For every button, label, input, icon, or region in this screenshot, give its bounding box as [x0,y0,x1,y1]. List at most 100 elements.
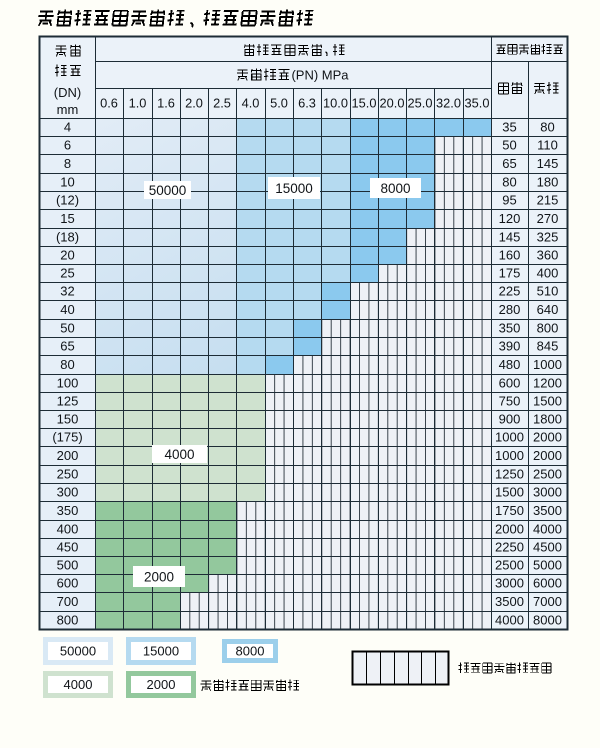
svg-text:150: 150 [57,412,79,427]
svg-text:32: 32 [60,284,74,299]
svg-text:65: 65 [60,339,74,354]
svg-text:250: 250 [57,467,79,482]
svg-text:1.6: 1.6 [157,96,175,111]
svg-text:5000: 5000 [533,558,562,573]
svg-text:640: 640 [537,302,559,317]
svg-text:25.0: 25.0 [408,96,433,111]
svg-text:4: 4 [64,120,71,135]
svg-text:845: 845 [537,339,559,354]
svg-text:350: 350 [499,321,521,336]
svg-text:50000: 50000 [149,183,187,198]
svg-text:4000: 4000 [164,447,194,462]
svg-text:325: 325 [537,230,559,245]
svg-text:100: 100 [57,376,79,391]
svg-text:mm: mm [57,102,79,117]
svg-text:500: 500 [57,558,79,573]
svg-text:145: 145 [537,156,559,171]
svg-text:400: 400 [57,522,79,537]
svg-text:80: 80 [540,120,554,135]
svg-text:125: 125 [57,394,79,409]
svg-text:2000: 2000 [495,522,524,537]
svg-text:(18): (18) [56,230,79,245]
svg-text:510: 510 [537,284,559,299]
svg-text:15000: 15000 [143,644,179,659]
svg-text:2000: 2000 [147,677,176,692]
svg-text:80: 80 [60,357,74,372]
svg-text:4000: 4000 [64,677,93,692]
svg-text:800: 800 [57,613,79,628]
svg-text:800: 800 [537,321,559,336]
svg-text:(175): (175) [52,430,82,445]
svg-text:80: 80 [502,175,516,190]
svg-text:15000: 15000 [275,181,313,196]
svg-text:1800: 1800 [533,412,562,427]
svg-text:6: 6 [64,138,71,153]
svg-text:900: 900 [499,412,521,427]
svg-text:35.0: 35.0 [465,96,490,111]
svg-text:225: 225 [499,284,521,299]
svg-text:1250: 1250 [495,467,524,482]
svg-text:6.3: 6.3 [298,96,316,111]
svg-text:480: 480 [499,357,521,372]
svg-text:450: 450 [57,540,79,555]
svg-text:32.0: 32.0 [436,96,461,111]
svg-text:400: 400 [537,266,559,281]
svg-text:600: 600 [499,376,521,391]
svg-text:2000: 2000 [533,430,562,445]
svg-text:35: 35 [502,120,516,135]
svg-text:4000: 4000 [495,613,524,628]
svg-text:1200: 1200 [533,376,562,391]
svg-text:3500: 3500 [495,594,524,609]
svg-text:1000: 1000 [495,448,524,463]
svg-text:15: 15 [60,211,74,226]
svg-text:300: 300 [57,485,79,500]
svg-text:7000: 7000 [533,594,562,609]
svg-text:10: 10 [60,175,74,190]
svg-text:8000: 8000 [236,644,265,659]
svg-text:3000: 3000 [495,576,524,591]
svg-text:1500: 1500 [495,485,524,500]
svg-text:8000: 8000 [533,613,562,628]
svg-text:200: 200 [57,448,79,463]
svg-text:360: 360 [537,248,559,263]
svg-text:280: 280 [499,302,521,317]
svg-text:2000: 2000 [144,569,174,584]
svg-text:65: 65 [502,156,516,171]
svg-text:110: 110 [537,138,558,153]
svg-text:10.0: 10.0 [323,96,348,111]
svg-text:3000: 3000 [533,485,562,500]
svg-text:5.0: 5.0 [270,96,288,111]
svg-text:1000: 1000 [533,357,562,372]
svg-text:1500: 1500 [533,394,562,409]
svg-text:(PN) MPa: (PN) MPa [291,68,349,83]
svg-text:2000: 2000 [533,448,562,463]
svg-text:(DN): (DN) [54,85,81,100]
svg-text:(12): (12) [56,193,79,208]
svg-text:1000: 1000 [495,430,524,445]
svg-text:2.5: 2.5 [213,96,231,111]
svg-text:4.0: 4.0 [242,96,260,111]
svg-text:95: 95 [502,193,516,208]
svg-text:4000: 4000 [533,522,562,537]
svg-text:0.6: 0.6 [100,96,118,111]
svg-text:180: 180 [537,175,559,190]
svg-text:8: 8 [64,156,71,171]
svg-text:215: 215 [537,193,559,208]
svg-text:3500: 3500 [533,503,562,518]
svg-text:50000: 50000 [60,644,96,659]
svg-text:120: 120 [499,211,521,226]
svg-text:700: 700 [57,594,79,609]
svg-text:2.0: 2.0 [185,96,203,111]
svg-text:350: 350 [57,503,79,518]
svg-text:175: 175 [499,266,521,281]
svg-text:145: 145 [499,230,521,245]
svg-text:2250: 2250 [495,540,524,555]
svg-text:2500: 2500 [533,467,562,482]
svg-text:750: 750 [499,394,521,409]
svg-text:160: 160 [499,248,521,263]
svg-text:6000: 6000 [533,576,562,591]
svg-text:20: 20 [60,248,74,263]
svg-text:8000: 8000 [380,181,410,196]
svg-text:4500: 4500 [533,540,562,555]
svg-text:50: 50 [60,321,74,336]
